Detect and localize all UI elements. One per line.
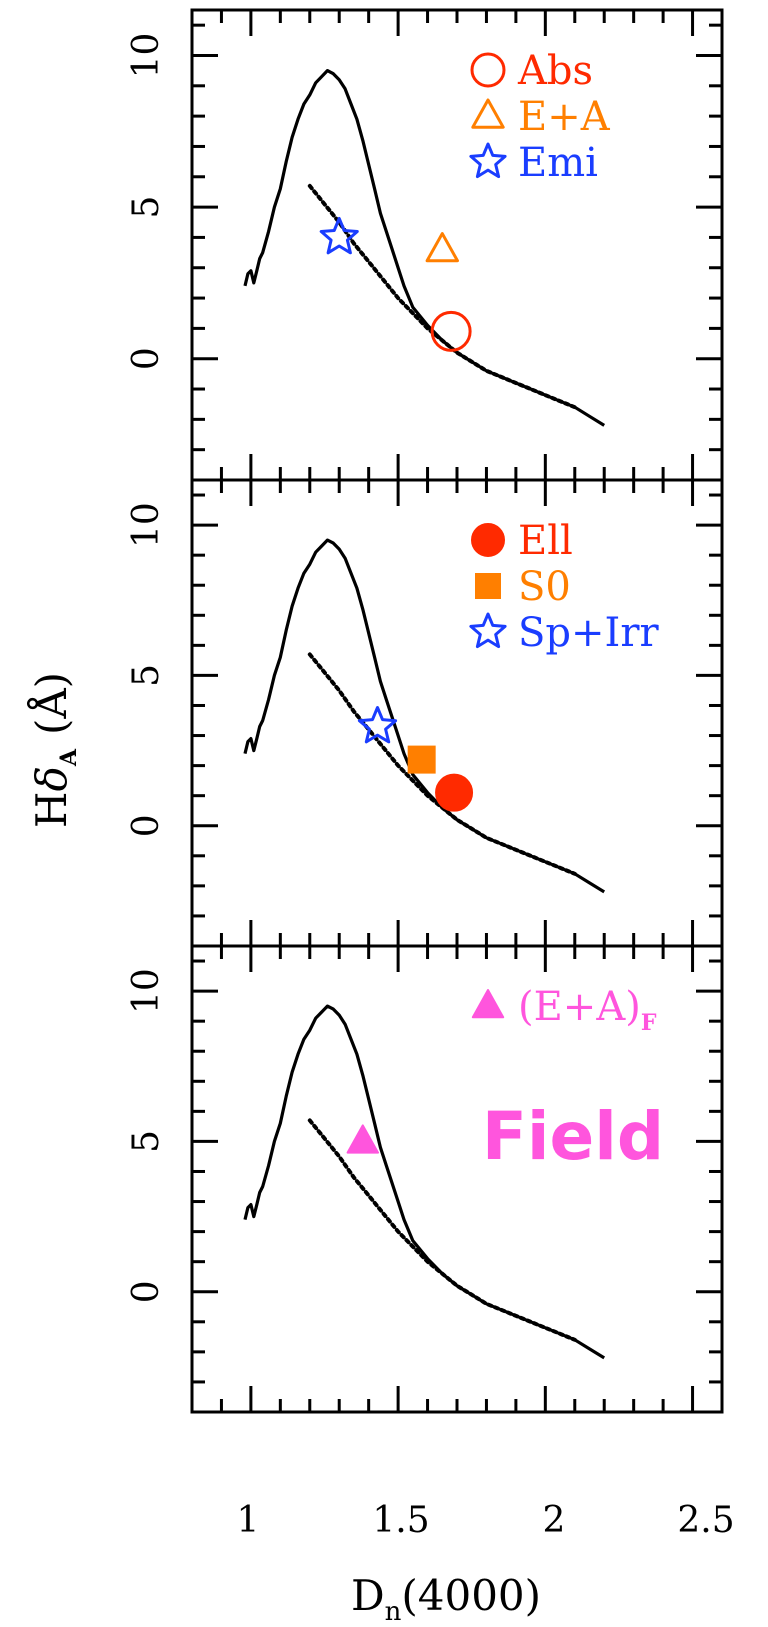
y-tick-label-0: 0 [126,347,167,370]
y-axis-title-delta: δ [27,766,76,791]
data-markers [357,706,474,812]
legend-marker [469,142,507,179]
legend-label: Sp+Irr [518,610,659,656]
y-tick-label-10: 10 [126,968,167,1014]
panel-frame [190,8,724,482]
y-tick-label-0: 0 [126,814,167,837]
legend-label: (E+A)F [518,984,657,1036]
legend-label-sub: F [641,1010,657,1036]
legend-marker [475,573,501,599]
data-markers [346,1124,379,1154]
legend-label: Ell [518,518,573,564]
data-markers [319,216,472,352]
y-axis-title-tail: (Å) [26,672,76,735]
y-tick-label-10: 10 [126,33,167,79]
y-tick-label-5: 5 [126,664,167,687]
legend-marker [471,98,505,129]
panel-ticks [190,10,724,482]
data-point-ell [435,773,474,812]
x-tick-label-1-5: 1.5 [372,1500,429,1541]
y-tick-label-0: 0 [126,1280,167,1303]
legend-marker [470,52,506,88]
panel-frame [190,478,724,948]
legend: (E+A)F [471,984,657,1036]
legend-label: Emi [518,140,598,186]
data-point-abs [430,310,472,352]
legend-label: S0 [518,564,571,610]
y-tick-label-5: 5 [126,196,167,219]
data-point-s0 [407,745,436,774]
y-axis-title-sub: A [56,748,82,767]
y-axis-title: HδA (Å) [26,672,82,828]
x-tick-label-1: 1 [237,1500,260,1541]
model-curve-burst [243,1004,606,1360]
x-tick-labels: 1 1.5 2 2.5 [237,1500,735,1541]
data-point-emi [319,216,359,255]
model-dotted-track [307,652,577,876]
x-axis-title-tail: (4000) [401,1571,541,1620]
y-tick-label-5: 5 [126,1130,167,1153]
field-annotation: Field [482,1098,664,1175]
y-tick-label-10: 10 [126,502,167,548]
x-axis-title-main: D [351,1571,385,1620]
legend-label: E+A [518,94,611,140]
x-tick-label-2: 2 [543,1500,566,1541]
model-curve-continuous [307,183,577,410]
x-axis-title: Dn(4000) [351,1571,541,1627]
model-dotted-track [307,1118,577,1342]
model-curve-continuous [307,1118,577,1342]
y-axis-title-main: H [27,791,76,828]
data-point--e-a- [346,1124,379,1154]
legend-label: Abs [517,48,593,94]
legend-marker [469,612,507,649]
model-dotted-track [307,183,577,410]
x-tick-label-2-5: 2.5 [677,1500,734,1541]
legend-marker [471,523,505,557]
model-curve-continuous [307,652,577,876]
panel-ticks [190,946,724,1414]
data-point-e-a [425,232,459,263]
data-point-sp-irr [357,706,398,744]
x-axis-title-sub: n [385,1597,402,1627]
legend-marker [471,989,505,1019]
panel-ticks [190,480,724,948]
panel-bottom: 10 5 0 (E+A)F Field [126,944,724,1414]
